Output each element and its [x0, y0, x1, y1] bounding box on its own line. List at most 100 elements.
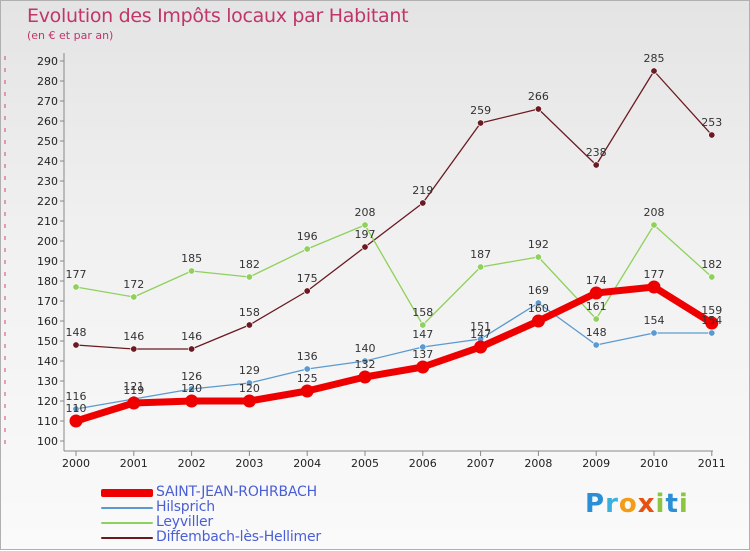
data-label-saint-jean-rohrbach: 160	[528, 302, 549, 315]
data-point-diffembach-l-s-hellimer	[592, 161, 600, 169]
x-tick-label: 2007	[467, 457, 495, 470]
data-label-diffembach-l-s-hellimer: 238	[586, 146, 607, 159]
data-label-leyviller: 182	[701, 258, 722, 271]
data-label-diffembach-l-s-hellimer: 197	[355, 228, 376, 241]
data-label-saint-jean-rohrbach: 119	[123, 384, 144, 397]
x-tick-label: 2008	[524, 457, 552, 470]
y-tick-label: 260	[37, 115, 58, 128]
data-point-hilsprich	[245, 379, 253, 387]
logo-letter: o	[618, 489, 638, 519]
chart-legend: SAINT-JEAN-ROHRBACH Hilsprich Leyviller Dif…	[101, 485, 321, 545]
data-point-hilsprich	[72, 405, 80, 413]
data-label-saint-jean-rohrbach: 120	[181, 382, 202, 395]
data-point-hilsprich	[708, 329, 716, 337]
y-tick-label: 210	[37, 215, 58, 228]
y-tick-label: 270	[37, 95, 58, 108]
legend-swatch	[101, 506, 153, 509]
y-tick-label: 220	[37, 195, 58, 208]
y-tick-label: 160	[37, 315, 58, 328]
data-label-saint-jean-rohrbach: 120	[239, 382, 260, 395]
y-tick-label: 140	[37, 355, 58, 368]
data-point-hilsprich	[534, 299, 542, 307]
data-label-saint-jean-rohrbach: 132	[355, 358, 376, 371]
data-point-diffembach-l-s-hellimer	[361, 243, 369, 251]
data-label-saint-jean-rohrbach: 177	[644, 268, 665, 281]
y-tick-label: 200	[37, 235, 58, 248]
data-label-leyviller: 158	[412, 306, 433, 319]
data-point-saint-jean-rohrbach	[185, 394, 199, 408]
data-point-diffembach-l-s-hellimer	[188, 345, 196, 353]
data-label-leyviller: 208	[355, 206, 376, 219]
logo-letter: t	[665, 489, 679, 519]
data-point-leyviller	[72, 283, 80, 291]
data-label-diffembach-l-s-hellimer: 158	[239, 306, 260, 319]
data-point-saint-jean-rohrbach	[242, 394, 256, 408]
data-point-leyviller	[592, 315, 600, 323]
y-tick-label: 230	[37, 175, 58, 188]
data-label-saint-jean-rohrbach: 147	[470, 328, 491, 341]
x-tick-label: 2004	[293, 457, 321, 470]
proxiti-logo: Proxiti	[585, 489, 689, 519]
data-label-hilsprich: 147	[412, 328, 433, 341]
data-label-hilsprich: 169	[528, 284, 549, 297]
logo-letter: i	[655, 489, 666, 519]
y-tick-label: 150	[37, 335, 58, 348]
data-point-diffembach-l-s-hellimer	[72, 341, 80, 349]
logo-letter: P	[585, 489, 606, 519]
data-label-hilsprich: 129	[239, 364, 260, 377]
data-label-hilsprich: 126	[181, 370, 202, 383]
legend-label: Hilsprich	[156, 499, 215, 515]
data-point-hilsprich	[188, 385, 196, 393]
data-label-saint-jean-rohrbach: 125	[297, 372, 318, 385]
data-label-diffembach-l-s-hellimer: 266	[528, 90, 549, 103]
series-line-saint-jean-rohrbach	[72, 283, 716, 425]
chart-series	[69, 67, 719, 428]
legend-swatch	[101, 536, 153, 539]
data-label-hilsprich: 154	[701, 314, 722, 327]
data-point-leyviller	[303, 245, 311, 253]
y-tick-label: 250	[37, 135, 58, 148]
data-point-leyviller	[419, 321, 427, 329]
data-point-saint-jean-rohrbach	[127, 396, 141, 410]
data-point-diffembach-l-s-hellimer	[708, 131, 716, 139]
logo-letter: r	[605, 489, 619, 519]
y-tick-label: 170	[37, 295, 58, 308]
data-point-diffembach-l-s-hellimer	[245, 321, 253, 329]
data-point-saint-jean-rohrbach	[358, 370, 372, 384]
data-point-hilsprich	[303, 365, 311, 373]
data-point-saint-jean-rohrbach	[474, 340, 488, 354]
data-label-leyviller: 185	[181, 252, 202, 265]
x-tick-label: 2009	[582, 457, 610, 470]
y-tick-label: 120	[37, 395, 58, 408]
data-point-leyviller	[245, 273, 253, 281]
data-label-hilsprich: 151	[470, 320, 491, 333]
x-tick-label: 2002	[178, 457, 206, 470]
data-point-diffembach-l-s-hellimer	[534, 105, 542, 113]
y-tick-label: 180	[37, 275, 58, 288]
data-label-diffembach-l-s-hellimer: 146	[123, 330, 144, 343]
data-point-leyviller	[130, 293, 138, 301]
data-label-hilsprich: 148	[586, 326, 607, 339]
data-label-leyviller: 192	[528, 238, 549, 251]
data-point-hilsprich	[361, 357, 369, 365]
data-label-diffembach-l-s-hellimer: 285	[644, 52, 665, 65]
data-label-hilsprich: 154	[644, 314, 665, 327]
data-point-leyviller	[534, 253, 542, 261]
data-point-saint-jean-rohrbach	[647, 280, 661, 294]
data-label-leyviller: 208	[644, 206, 665, 219]
x-tick-label: 2001	[120, 457, 148, 470]
series-line-leyviller	[75, 224, 713, 326]
data-point-diffembach-l-s-hellimer	[650, 67, 658, 75]
data-point-diffembach-l-s-hellimer	[477, 119, 485, 127]
data-point-diffembach-l-s-hellimer	[130, 345, 138, 353]
data-label-hilsprich: 140	[355, 342, 376, 355]
data-point-leyviller	[361, 221, 369, 229]
data-label-diffembach-l-s-hellimer: 175	[297, 272, 318, 285]
data-label-hilsprich: 121	[123, 380, 144, 393]
data-label-diffembach-l-s-hellimer: 148	[66, 326, 87, 339]
logo-letter: x	[637, 489, 656, 519]
data-label-leyviller: 177	[66, 268, 87, 281]
x-tick-label: 2011	[698, 457, 726, 470]
chart-axes: 100 110 120 130 140 150 160 170 180 190 200 210 220 2…	[4, 53, 726, 470]
